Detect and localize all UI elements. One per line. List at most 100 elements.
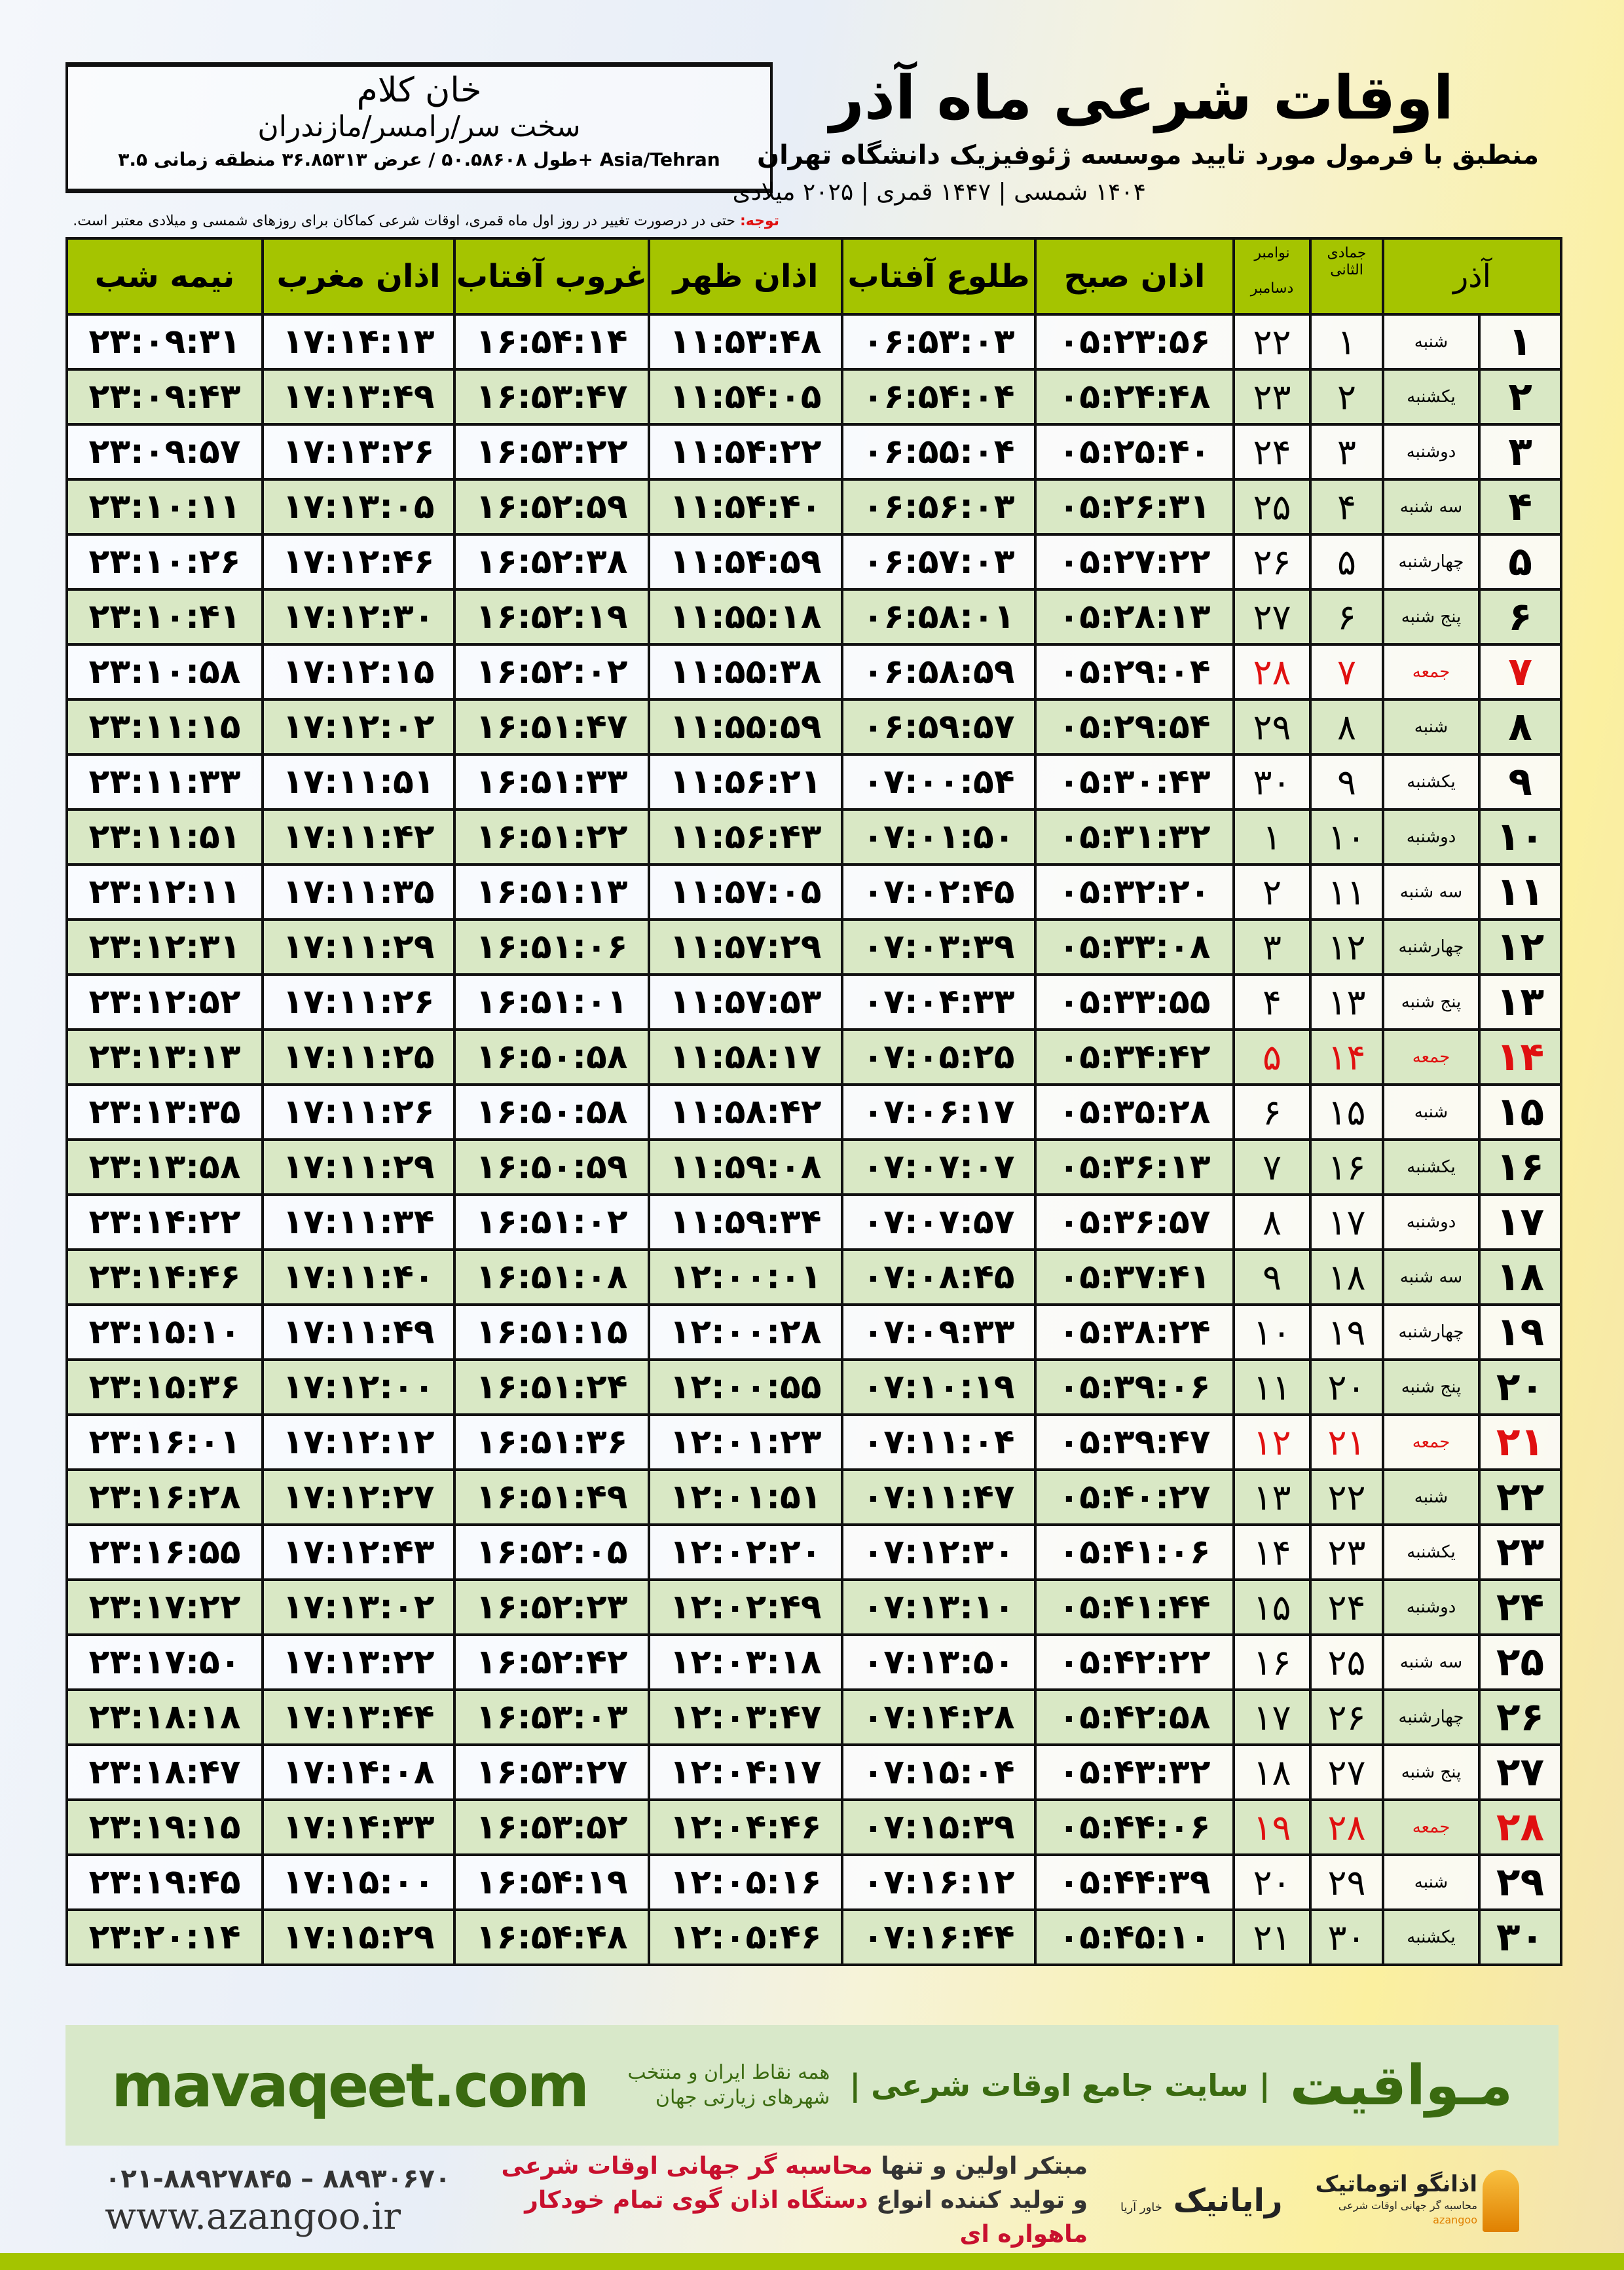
day-number: ۱ (1478, 313, 1563, 371)
time-sobh: ۰۵:۴۴:۳۹ (1034, 1853, 1235, 1911)
day-number: ۲۳ (1478, 1523, 1563, 1581)
azangoo-sub: محاسبه گر جهانی اوقات شرعی (1338, 2199, 1477, 2212)
hijri-day: ۶ (1309, 588, 1384, 646)
time-zohr: ۱۲:۰۰:۲۸ (648, 1303, 843, 1361)
day-number: ۲۷ (1478, 1743, 1563, 1801)
note: توجه: حتی در درصورت تغییر در روز اول ماه… (73, 212, 779, 231)
gregorian-day: ۲۴ (1232, 423, 1312, 481)
time-maghrib: ۱۷:۱۴:۰۸ (261, 1743, 456, 1801)
time-tolu: ۰۷:۱۵:۳۹ (841, 1798, 1037, 1856)
time-nime: ۲۳:۱۲:۵۲ (65, 973, 264, 1031)
table-row: ۱۲ چهارشنبه ۱۲ ۳ ۰۵:۳۳:۰۸ ۰۷:۰۳:۳۹ ۱۱:۵۷:۲۹ ۱۶:… (65, 918, 1563, 976)
time-maghrib: ۱۷:۱۱:۲۶ (261, 1083, 456, 1141)
time-nime: ۲۳:۱۹:۱۵ (65, 1798, 264, 1856)
time-ghorub: ۱۶:۵۰:۵۹ (453, 1138, 650, 1196)
hijri-day: ۵ (1309, 533, 1384, 591)
azangoo-name: اذانگو اتوماتیک (1315, 2170, 1477, 2197)
table-header: آذر جمادی الثانی نوامبر دسامبر اذان صبح ط… (65, 237, 1563, 316)
time-nime: ۲۳:۱۲:۱۱ (65, 863, 264, 921)
time-tolu: ۰۷:۱۴:۲۸ (841, 1688, 1037, 1746)
time-nime: ۲۳:۱۶:۲۸ (65, 1468, 264, 1526)
time-zohr: ۱۱:۵۶:۲۱ (648, 753, 843, 811)
time-nime: ۲۳:۱۱:۵۱ (65, 808, 264, 866)
weekday: جمعه (1381, 1798, 1481, 1856)
gregorian-day: ۶ (1232, 1083, 1312, 1141)
table-row: ۲۹ شنبه ۲۹ ۲۰ ۰۵:۴۴:۳۹ ۰۷:۱۶:۱۲ ۱۲:۰۵:۱۶ ۱۶:۵۴:… (65, 1853, 1563, 1911)
time-ghorub: ۱۶:۵۱:۳۳ (453, 753, 650, 811)
time-maghrib: ۱۷:۱۲:۲۷ (261, 1468, 456, 1526)
time-tolu: ۰۷:۰۱:۵۰ (841, 808, 1037, 866)
time-sobh: ۰۵:۳۳:۵۵ (1034, 973, 1235, 1031)
time-sobh: ۰۵:۳۴:۴۲ (1034, 1028, 1235, 1086)
hijri-day: ۲۵ (1309, 1633, 1384, 1691)
time-sobh: ۰۵:۲۵:۴۰ (1034, 423, 1235, 481)
time-zohr: ۱۱:۵۸:۴۲ (648, 1083, 843, 1141)
weekday: پنج شنبه (1381, 1358, 1481, 1416)
time-zohr: ۱۱:۵۴:۰۵ (648, 368, 843, 426)
brand-subtext: همه نقاط ایران و منتخب شهرهای زیارتی جها… (627, 2061, 830, 2109)
gregorian-day: ۱۰ (1232, 1303, 1312, 1361)
weekday: جمعه (1381, 1413, 1481, 1471)
rayanik-sub: خاور آریا (1120, 2201, 1162, 2214)
weekday: چهارشنبه (1381, 1303, 1481, 1361)
day-number: ۱۸ (1478, 1248, 1563, 1306)
contact-info: ۰۲۱-۸۸۹۲۷۸۴۵ – ۸۸۹۳۰۶۷۰ www.azangoo.ir (105, 2163, 451, 2239)
table-row: ۲۴ دوشنبه ۲۴ ۱۵ ۰۵:۴۱:۴۴ ۰۷:۱۳:۱۰ ۱۲:۰۲:۴۹ ۱۶:۵… (65, 1578, 1563, 1636)
header-greg-bottom: دسامبر (1250, 280, 1294, 297)
table-row: ۲۷ پنج شنبه ۲۷ ۱۸ ۰۵:۴۳:۳۲ ۰۷:۱۵:۰۴ ۱۲:۰۴:۱۷ ۱۶… (65, 1743, 1563, 1801)
table-row: ۲۸ جمعه ۲۸ ۱۹ ۰۵:۴۴:۰۶ ۰۷:۱۵:۳۹ ۱۲:۰۴:۴۶ ۱۶:۵۳:… (65, 1798, 1563, 1856)
time-sobh: ۰۵:۴۲:۵۸ (1034, 1688, 1235, 1746)
bottom-bar (0, 2253, 1624, 2270)
table-row: ۷ جمعه ۷ ۲۸ ۰۵:۲۹:۰۴ ۰۶:۵۸:۵۹ ۱۱:۵۵:۳۸ ۱۶:۵۲:۰۲… (65, 643, 1563, 701)
gregorian-day: ۱۶ (1232, 1633, 1312, 1691)
time-sobh: ۰۵:۴۵:۱۰ (1034, 1908, 1235, 1966)
time-maghrib: ۱۷:۱۳:۰۵ (261, 478, 456, 536)
time-zohr: ۱۲:۰۲:۲۰ (648, 1523, 843, 1581)
time-sobh: ۰۵:۲۷:۲۲ (1034, 533, 1235, 591)
time-maghrib: ۱۷:۱۳:۴۴ (261, 1688, 456, 1746)
time-ghorub: ۱۶:۵۰:۵۸ (453, 1083, 650, 1141)
time-tolu: ۰۶:۵۷:۰۳ (841, 533, 1037, 591)
weekday: دوشنبه (1381, 423, 1481, 481)
time-maghrib: ۱۷:۱۱:۴۹ (261, 1303, 456, 1361)
azangoo-link[interactable]: www.azangoo.ir (105, 2195, 401, 2238)
time-ghorub: ۱۶:۵۲:۳۸ (453, 533, 650, 591)
weekday: پنج شنبه (1381, 588, 1481, 646)
time-maghrib: ۱۷:۱۳:۴۹ (261, 368, 456, 426)
time-ghorub: ۱۶:۵۱:۳۶ (453, 1413, 650, 1471)
gregorian-day: ۲۱ (1232, 1908, 1312, 1966)
table-row: ۱۳ پنج شنبه ۱۳ ۴ ۰۵:۳۳:۵۵ ۰۷:۰۴:۳۳ ۱۱:۵۷:۵۳ ۱۶:… (65, 973, 1563, 1031)
day-number: ۳ (1478, 423, 1563, 481)
time-sobh: ۰۵:۴۳:۳۲ (1034, 1743, 1235, 1801)
header-ghorub: غروب آفتاب (453, 237, 650, 316)
weekday: یکشنبه (1381, 1523, 1481, 1581)
time-maghrib: ۱۷:۱۱:۲۹ (261, 1138, 456, 1196)
time-tolu: ۰۷:۱۳:۱۰ (841, 1578, 1037, 1636)
time-ghorub: ۱۶:۵۱:۰۶ (453, 918, 650, 976)
time-zohr: ۱۲:۰۱:۲۳ (648, 1413, 843, 1471)
note-text: حتی در درصورت تغییر در روز اول ماه قمری،… (73, 213, 740, 229)
time-ghorub: ۱۶:۵۳:۲۲ (453, 423, 650, 481)
day-number: ۲۲ (1478, 1468, 1563, 1526)
day-number: ۲۸ (1478, 1798, 1563, 1856)
time-sobh: ۰۵:۳۱:۳۲ (1034, 808, 1235, 866)
table-row: ۱۱ سه شنبه ۱۱ ۲ ۰۵:۳۲:۲۰ ۰۷:۰۲:۴۵ ۱۱:۵۷:۰۵ ۱۶:۵… (65, 863, 1563, 921)
day-number: ۲۰ (1478, 1358, 1563, 1416)
time-tolu: ۰۷:۰۶:۱۷ (841, 1083, 1037, 1141)
location-box: خان کلام سخت سر/رامسر/مازندران طول ۵۰.۵۸… (65, 62, 773, 193)
time-maghrib: ۱۷:۱۳:۲۲ (261, 1633, 456, 1691)
weekday: چهارشنبه (1381, 1688, 1481, 1746)
day-number: ۱۴ (1478, 1028, 1563, 1086)
time-tolu: ۰۷:۱۵:۰۴ (841, 1743, 1037, 1801)
time-nime: ۲۳:۱۳:۳۵ (65, 1083, 264, 1141)
day-number: ۱۶ (1478, 1138, 1563, 1196)
header-hijri: جمادی الثانی (1309, 237, 1384, 316)
weekday: یکشنبه (1381, 1138, 1481, 1196)
gregorian-day: ۲۳ (1232, 368, 1312, 426)
time-nime: ۲۳:۱۰:۵۸ (65, 643, 264, 701)
hijri-day: ۱۹ (1309, 1303, 1384, 1361)
promo-text: مبتکر اولین و تنها محاسبه گر جهانی اوقات… (483, 2149, 1088, 2252)
time-ghorub: ۱۶:۵۱:۱۳ (453, 863, 650, 921)
time-ghorub: ۱۶:۵۱:۲۴ (453, 1358, 650, 1416)
mavaqeet-link[interactable]: mavaqeet.com (111, 2050, 589, 2121)
